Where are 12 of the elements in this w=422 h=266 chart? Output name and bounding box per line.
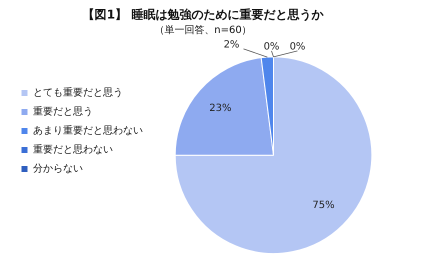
data-label: 2% [224,39,240,50]
legend-label: 分からない [33,162,83,175]
text: 0% [290,41,306,52]
legend-label: とても重要だと思う [33,86,123,99]
legend-label: 重要だと思う [33,106,93,118]
chart-title: 【図1】 睡眠は勉強のために重要だと思うか [82,7,324,22]
text: 0% [264,41,280,52]
chart-subtitle: （単一回答、n=60） [154,24,252,36]
legend-label: 重要だと思わない [33,144,113,156]
data-label: 23% [209,102,232,114]
legend-label: あまり重要だと思わない [33,124,143,137]
data-label: 75% [312,200,335,211]
